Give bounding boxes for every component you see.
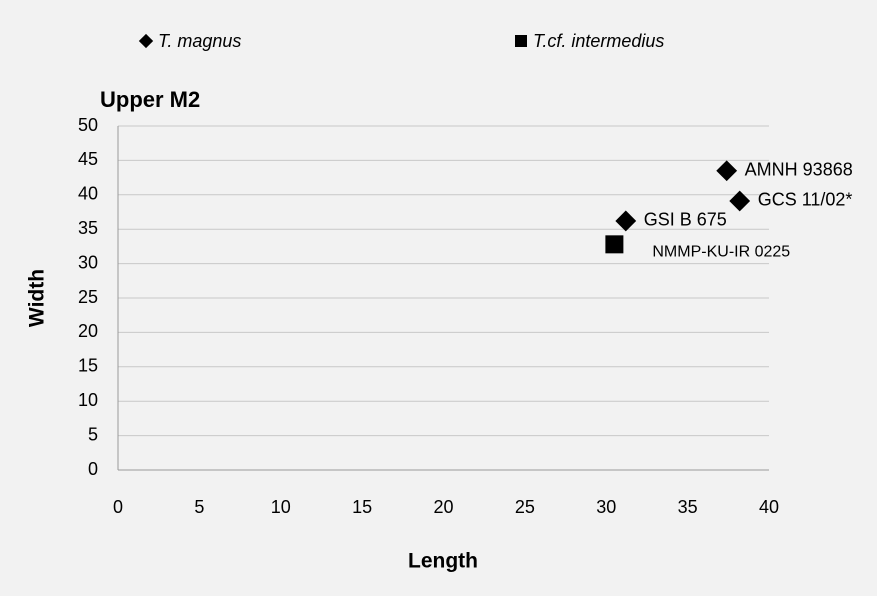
x-tick-label: 0	[113, 497, 123, 517]
data-point	[729, 190, 751, 212]
y-tick-label: 40	[78, 184, 98, 204]
x-axis-label: Length	[408, 550, 478, 573]
chart-title: Upper M2	[100, 87, 200, 112]
point-label: NMMP-KU-IR 0225	[652, 244, 790, 261]
y-tick-label: 50	[78, 115, 98, 135]
data-point	[605, 235, 624, 254]
y-tick-label: 15	[78, 356, 98, 376]
y-tick-label: 10	[78, 390, 98, 410]
y-tick-label: 20	[78, 321, 98, 341]
x-tick-label: 40	[759, 497, 779, 517]
y-tick-label: 45	[78, 149, 98, 169]
point-label: AMNH 93868	[745, 159, 853, 179]
y-tick-label: 30	[78, 252, 98, 272]
y-tick-label: 0	[88, 459, 98, 479]
point-label: GCS 11/02*	[758, 190, 853, 210]
x-tick-label: 20	[433, 497, 453, 517]
x-tick-label: 25	[515, 497, 535, 517]
x-tick-label: 35	[678, 497, 698, 517]
y-tick-label: 25	[78, 287, 98, 307]
point-label: GSI B 675	[644, 210, 727, 230]
x-tick-label: 15	[352, 497, 372, 517]
y-axis-label: Width	[26, 269, 49, 327]
x-tick-label: 10	[271, 497, 291, 517]
legend-marker	[138, 33, 154, 49]
y-tick-label: 5	[88, 424, 98, 444]
y-tick-label: 35	[78, 218, 98, 238]
legend-marker	[515, 35, 527, 47]
data-point	[615, 210, 637, 232]
x-tick-label: 30	[596, 497, 616, 517]
legend-label: T.cf. intermedius	[533, 31, 664, 51]
x-tick-label: 5	[194, 497, 204, 517]
legend-label: T. magnus	[158, 31, 241, 51]
data-point	[716, 160, 738, 182]
